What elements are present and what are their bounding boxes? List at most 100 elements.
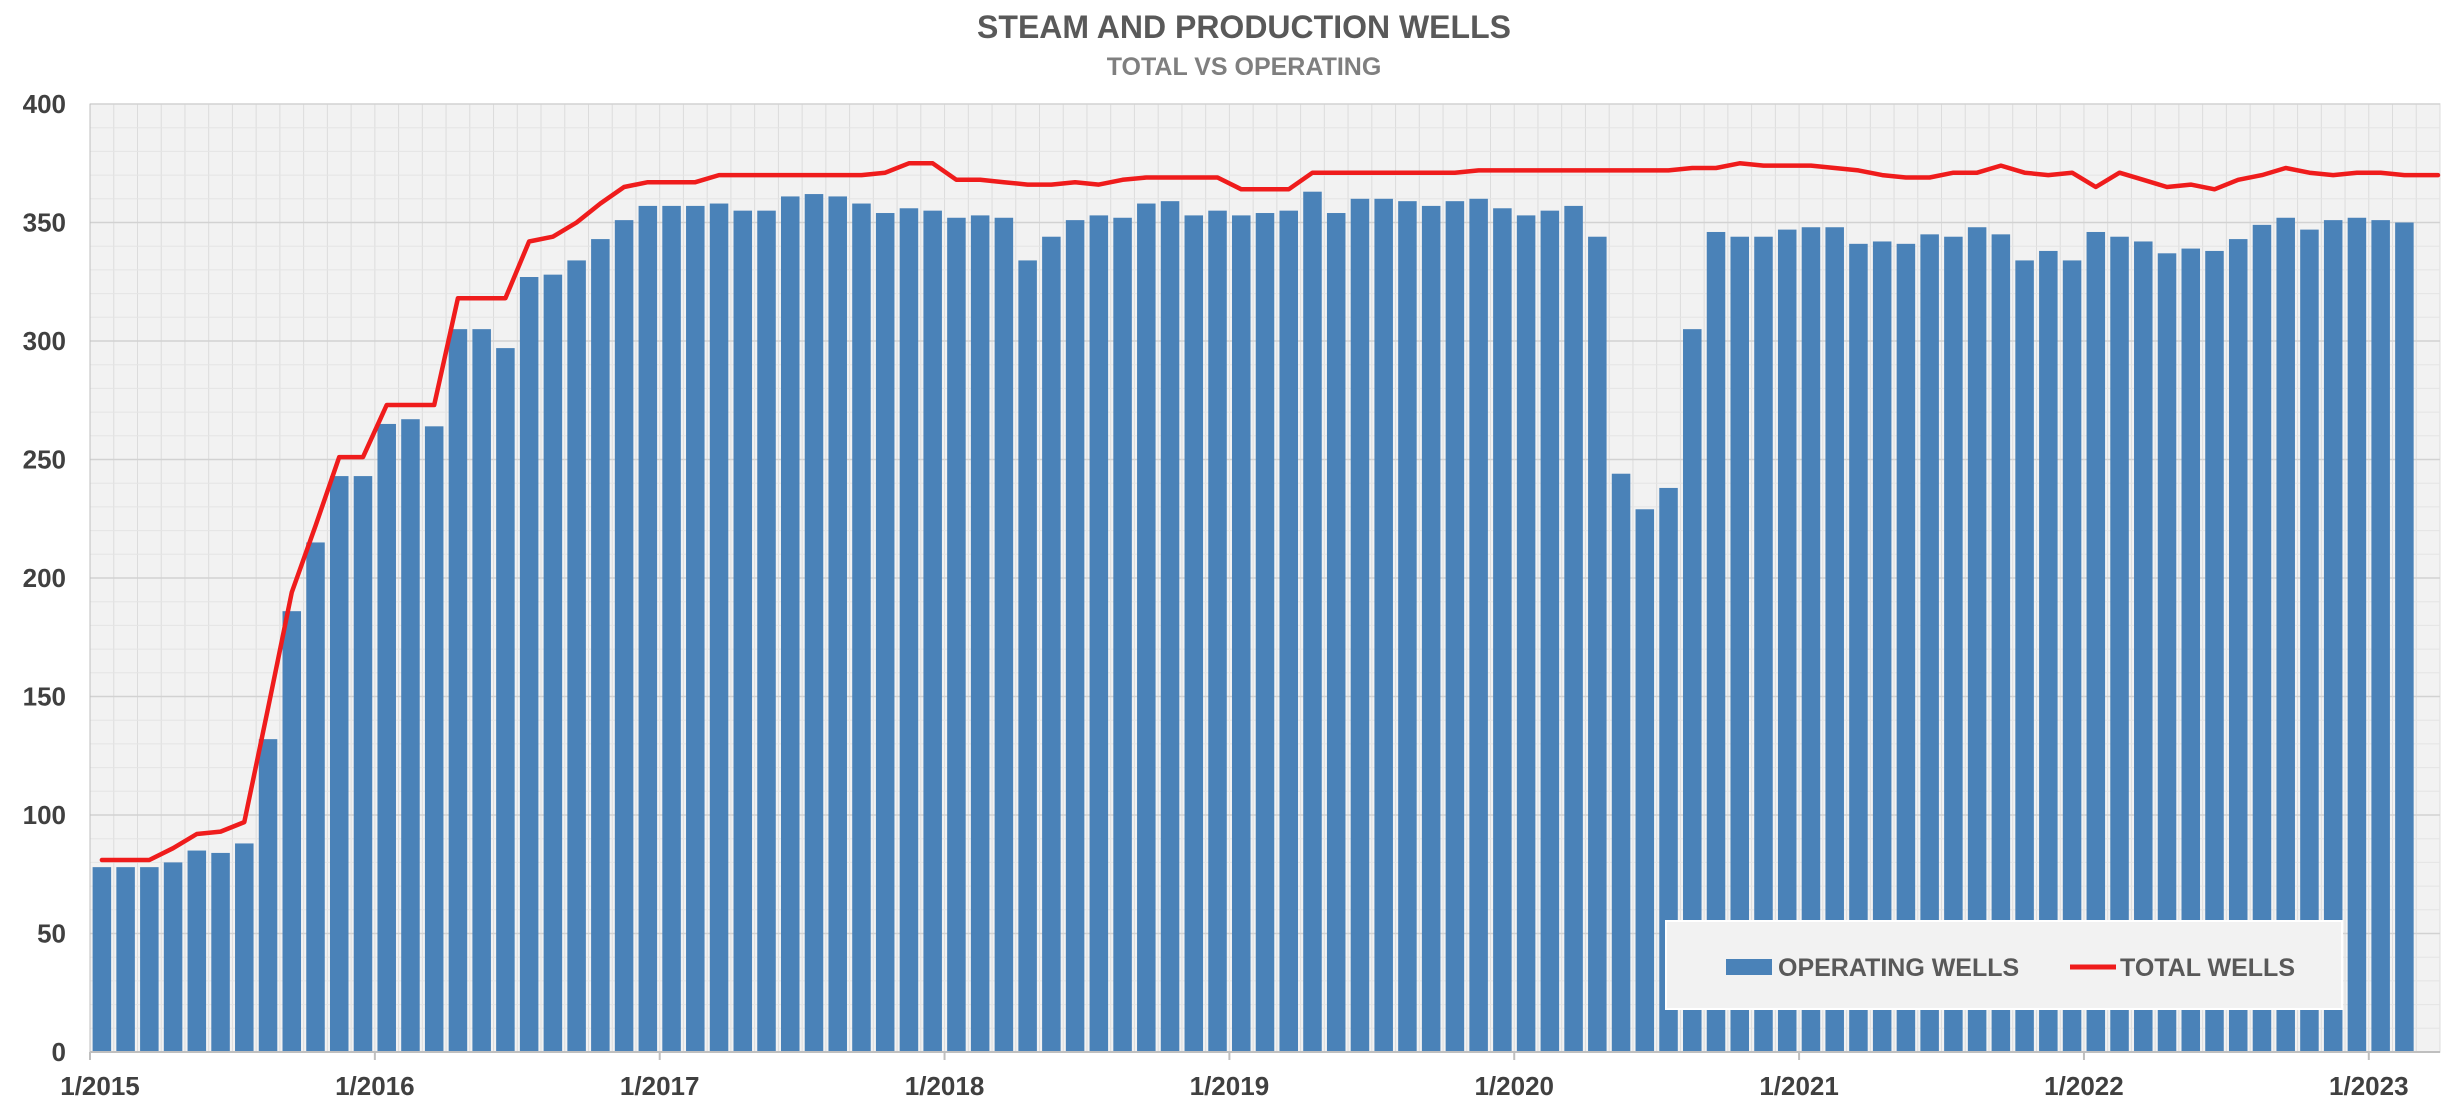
operating-wells-bar [543, 274, 563, 1052]
operating-wells-bar [852, 203, 871, 1053]
chart-subtitle: TOTAL VS OPERATING [1107, 53, 1382, 81]
operating-wells-bar [282, 611, 302, 1052]
x-tick-label: 1/2022 [2044, 1071, 2124, 1101]
operating-wells-bar [1659, 487, 1678, 1052]
y-tick-label: 200 [23, 563, 66, 593]
operating-wells-bar [1920, 234, 1939, 1053]
operating-wells-bar [1137, 203, 1156, 1053]
operating-wells-bar [875, 213, 895, 1052]
y-tick-label: 350 [23, 208, 66, 238]
operating-wells-bar [686, 205, 705, 1052]
operating-wells-bar [2157, 253, 2177, 1052]
operating-wells-bar [1374, 198, 1393, 1053]
operating-wells-bar [780, 196, 800, 1052]
operating-wells-bar [1896, 243, 1916, 1052]
operating-wells-bar [1777, 229, 1797, 1053]
y-tick-label: 50 [37, 919, 66, 949]
operating-wells-bar [377, 423, 396, 1052]
operating-wells-bar [1588, 236, 1607, 1053]
operating-wells-bar [1991, 234, 2011, 1053]
operating-wells-bar [591, 239, 610, 1053]
operating-wells-bar [496, 348, 515, 1052]
operating-wells-bar [519, 277, 539, 1052]
operating-wells-bar [638, 205, 658, 1052]
operating-wells-bar [899, 208, 919, 1052]
operating-wells-bar [2086, 231, 2106, 1053]
operating-wells-bar [733, 210, 753, 1052]
operating-wells-bar [1042, 236, 1061, 1053]
operating-wells-bar [1445, 201, 1465, 1053]
operating-wells-bar [1279, 210, 1298, 1052]
operating-wells-bar [1232, 215, 1251, 1052]
operating-wells-bar [329, 476, 349, 1053]
y-tick-label: 100 [23, 800, 66, 830]
operating-wells-bars [92, 191, 2414, 1053]
operating-wells-bar [306, 542, 325, 1052]
operating-wells-bar [1018, 260, 1037, 1052]
operating-wells-bar [1754, 236, 1773, 1053]
operating-wells-bar [211, 852, 230, 1052]
operating-wells-bar [1255, 213, 1275, 1052]
operating-wells-bar [92, 867, 112, 1052]
total-wells-line [99, 161, 2441, 863]
operating-wells-bar [1872, 241, 1892, 1052]
operating-wells-bar [1326, 213, 1346, 1052]
operating-wells-bar [163, 862, 183, 1052]
operating-wells-bar [1635, 509, 1655, 1052]
operating-wells-bar [401, 419, 420, 1053]
operating-wells-bar [1113, 217, 1132, 1052]
operating-wells-bar [923, 210, 942, 1052]
operating-wells-bar [116, 867, 135, 1052]
operating-wells-bar [1801, 227, 1821, 1053]
x-tick-label: 1/2018 [905, 1071, 985, 1101]
y-tick-label: 250 [23, 445, 66, 475]
y-tick-label: 300 [23, 326, 66, 356]
operating-wells-bar [187, 850, 207, 1052]
chart-title: STEAM AND PRODUCTION WELLS [977, 9, 1511, 45]
legend-total-label: TOTAL WELLS [2120, 954, 2295, 982]
operating-wells-bar [2134, 241, 2153, 1052]
x-tick-label: 1/2021 [1759, 1071, 1839, 1101]
legend-operating-label: OPERATING WELLS [1778, 954, 2019, 982]
operating-wells-bar [1160, 201, 1180, 1053]
operating-wells-bar [1421, 205, 1441, 1052]
operating-wells-bar [1089, 215, 1109, 1052]
operating-wells-bar [828, 196, 847, 1052]
operating-wells-bar [1564, 205, 1583, 1052]
legend-box [1665, 920, 2343, 1010]
y-tick-label: 0 [52, 1037, 66, 1067]
operating-wells-bar [994, 217, 1014, 1052]
operating-wells-bar [1398, 201, 1417, 1053]
operating-wells-bar [2039, 250, 2058, 1052]
x-tick-label: 1/2020 [1474, 1071, 1554, 1101]
operating-wells-bar [1849, 243, 1868, 1052]
operating-wells-bar [2300, 229, 2319, 1053]
operating-wells-bar [1967, 227, 1987, 1053]
operating-wells-bar [1825, 227, 1844, 1053]
operating-wells-bar [1065, 220, 1085, 1052]
operating-wells-bar [2252, 224, 2272, 1052]
operating-wells-bar [2228, 239, 2248, 1053]
x-tick-label: 1/2017 [620, 1071, 700, 1101]
operating-wells-bar [1469, 198, 1488, 1053]
operating-wells-bar [140, 867, 159, 1052]
operating-wells-bar [2395, 222, 2414, 1052]
y-tick-label: 150 [23, 682, 66, 712]
operating-wells-bar [1944, 236, 1963, 1053]
y-tick-label: 400 [23, 89, 66, 119]
operating-wells-bar [1493, 208, 1512, 1052]
operating-wells-bar [472, 329, 491, 1052]
operating-wells-bar [804, 194, 824, 1052]
operating-wells-bar [424, 426, 444, 1052]
x-tick-label: 1/2015 [60, 1071, 140, 1101]
operating-wells-bar [353, 476, 373, 1053]
operating-wells-bar [970, 215, 990, 1052]
operating-wells-bar [757, 210, 776, 1052]
operating-wells-bar [1303, 191, 1322, 1052]
operating-wells-bar [258, 739, 278, 1052]
operating-wells-bar [1730, 236, 1750, 1053]
operating-wells-bar [448, 329, 468, 1052]
operating-wells-bar [1706, 231, 1726, 1053]
operating-wells-bar [567, 260, 586, 1052]
